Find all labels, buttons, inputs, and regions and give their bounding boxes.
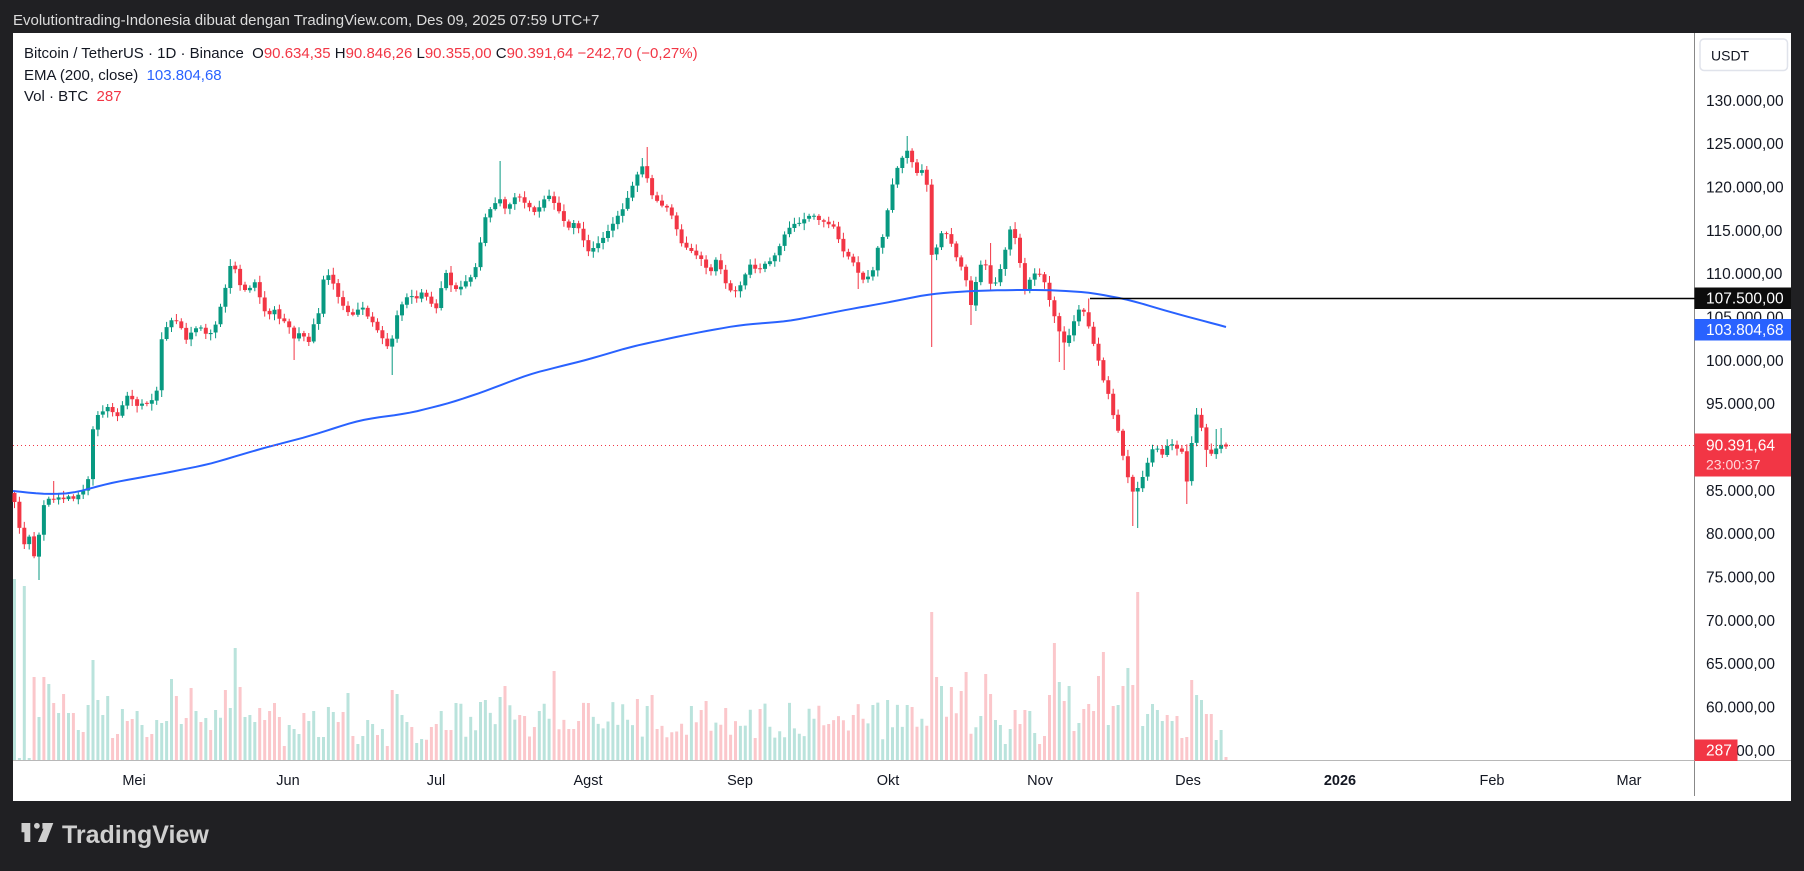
svg-text:Mei: Mei <box>122 773 145 789</box>
svg-text:90.391,64: 90.391,64 <box>1706 438 1775 455</box>
svg-text:2026: 2026 <box>1324 773 1356 789</box>
svg-text:287: 287 <box>1706 743 1732 760</box>
svg-text:Mar: Mar <box>1617 773 1642 789</box>
svg-text:125.000,00: 125.000,00 <box>1706 136 1784 153</box>
svg-text:EMA (200, close) 103.804,68: EMA (200, close) 103.804,68 <box>24 67 222 84</box>
svg-text:Feb: Feb <box>1480 773 1505 789</box>
svg-text:115.000,00: 115.000,00 <box>1706 223 1783 240</box>
svg-text:100.000,00: 100.000,00 <box>1706 353 1784 370</box>
svg-text:TradingView: TradingView <box>62 821 209 849</box>
svg-text:110.000,00: 110.000,00 <box>1706 266 1783 283</box>
svg-text:Jul: Jul <box>427 773 446 789</box>
svg-text:130.000,00: 130.000,00 <box>1706 93 1784 110</box>
svg-text:75.000,00: 75.000,00 <box>1706 570 1775 587</box>
svg-text:60.000,00: 60.000,00 <box>1706 700 1775 717</box>
svg-text:Nov: Nov <box>1027 773 1054 789</box>
svg-text:Okt: Okt <box>877 773 900 789</box>
svg-text:120.000,00: 120.000,00 <box>1706 180 1784 197</box>
svg-text:Des: Des <box>1175 773 1201 789</box>
svg-text:80.000,00: 80.000,00 <box>1706 526 1775 543</box>
svg-text:65.000,00: 65.000,00 <box>1706 656 1775 673</box>
svg-text:Vol · BTC 287: Vol · BTC 287 <box>24 88 122 105</box>
svg-text:Agst: Agst <box>573 773 602 789</box>
svg-text:Jun: Jun <box>276 773 299 789</box>
svg-text:85.000,00: 85.000,00 <box>1706 483 1775 500</box>
svg-text:Sep: Sep <box>727 773 753 789</box>
svg-text:23:00:37: 23:00:37 <box>1706 457 1761 473</box>
svg-text:107.500,00: 107.500,00 <box>1706 291 1784 308</box>
svg-text:70.000,00: 70.000,00 <box>1706 613 1775 630</box>
svg-text:103.804,68: 103.804,68 <box>1706 322 1784 339</box>
svg-text:Bitcoin / TetherUS · 1D · Bina: Bitcoin / TetherUS · 1D · Binance O90.63… <box>24 45 698 62</box>
svg-text:95.000,00: 95.000,00 <box>1706 396 1775 413</box>
svg-text:Evolutiontrading-Indonesia dib: Evolutiontrading-Indonesia dibuat dengan… <box>13 12 599 29</box>
svg-text:USDT: USDT <box>1711 48 1750 64</box>
